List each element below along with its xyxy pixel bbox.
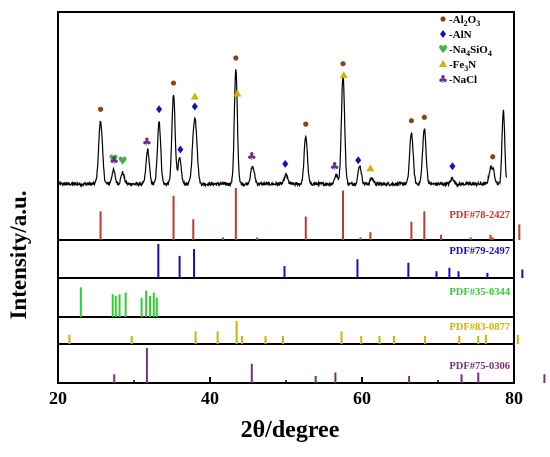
marker-na4sio4-15: ♥ xyxy=(118,155,128,168)
ref-label-2: PDF#35-0344 xyxy=(449,287,510,298)
legend-label-4: -NaCl xyxy=(449,74,477,86)
marker-aln-11 xyxy=(282,159,289,168)
marker-al2o3-0 xyxy=(97,106,104,112)
marker-al2o3-1 xyxy=(170,80,177,86)
x-tick-label-20: 20 xyxy=(49,388,67,408)
marker-aln-10 xyxy=(191,102,198,111)
x-tick-label-40: 40 xyxy=(201,388,219,408)
legend-label-2: -Na4SiO4 xyxy=(449,44,492,58)
marker-aln-12 xyxy=(355,156,362,165)
xrd-pattern-line xyxy=(57,69,507,189)
marker-fe3n-17 xyxy=(233,89,242,97)
marker-aln-8 xyxy=(156,105,163,114)
legend-marker-1 xyxy=(440,30,446,38)
legend-label-1: -AlN xyxy=(449,29,472,41)
legend-label-0: -Al2O3 xyxy=(449,14,480,28)
ref-label-4: PDF#75-0306 xyxy=(449,361,510,372)
x-tick-label-80: 80 xyxy=(505,388,523,408)
legend-marker-3 xyxy=(439,60,447,67)
marker-nacl-22: ♣ xyxy=(247,150,257,163)
marker-aln-13 xyxy=(449,162,456,171)
marker-al2o3-3 xyxy=(303,121,309,127)
marker-nacl-21: ♣ xyxy=(142,135,152,148)
y-axis-label-wrap: Intensity/a.u. xyxy=(6,135,31,375)
marker-fe3n-18 xyxy=(339,71,348,79)
legend-label-3: -Fe3N xyxy=(449,59,476,73)
marker-nacl-20: ♣ xyxy=(109,154,119,167)
y-axis-label: Intensity/a.u. xyxy=(6,190,31,320)
marker-al2o3-4 xyxy=(340,61,346,67)
x-axis-label: 2θ/degree xyxy=(240,417,340,443)
marker-fe3n-19 xyxy=(366,164,375,172)
plot-panel-frame-3 xyxy=(57,316,515,345)
marker-aln-9 xyxy=(177,145,184,154)
legend-marker-0 xyxy=(440,16,446,22)
legend-marker-4: ♣ xyxy=(438,73,448,86)
plot-panel-frame-1 xyxy=(57,239,515,279)
ref-label-3: PDF#83-0877 xyxy=(449,322,510,333)
marker-al2o3-6 xyxy=(421,114,427,120)
marker-nacl-23: ♣ xyxy=(330,160,340,173)
ref-label-0: PDF#78-2427 xyxy=(449,210,510,221)
legend-marker-2: ♥ xyxy=(438,43,448,56)
marker-al2o3-5 xyxy=(408,118,414,124)
marker-na4sio4-14: ♥ xyxy=(109,152,119,165)
marker-al2o3-2 xyxy=(233,55,239,61)
marker-fe3n-16 xyxy=(190,92,199,100)
ref-label-1: PDF#79-2497 xyxy=(449,246,510,257)
marker-al2o3-7 xyxy=(490,154,496,160)
x-tick-label-60: 60 xyxy=(353,388,371,408)
plot-panel-frame-4 xyxy=(57,343,515,384)
